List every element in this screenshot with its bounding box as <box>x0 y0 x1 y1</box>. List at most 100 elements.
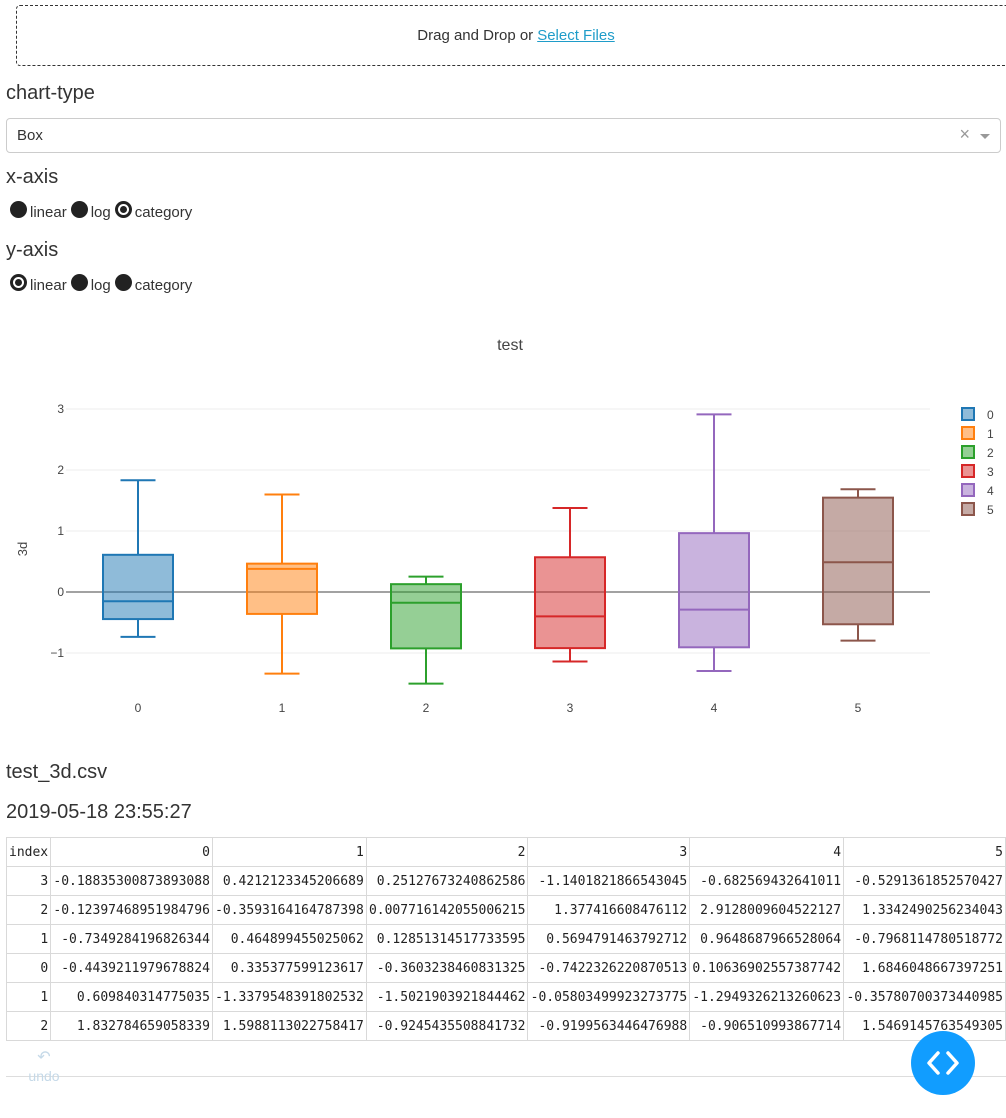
table-cell[interactable]: -0.05803499923273775 <box>527 982 691 1012</box>
radio-button-icon[interactable] <box>114 274 132 291</box>
box-iqr <box>390 583 462 650</box>
table-cell[interactable]: 0.464899455025062 <box>211 924 367 954</box>
table-cell[interactable]: 1 <box>5 924 52 954</box>
table-cell[interactable]: -0.7968114780518772 <box>843 924 1006 954</box>
table-row: 2 1.832784659058339 1.5988113022758417 -0.9… <box>5 1011 1006 1041</box>
table-cell[interactable]: -0.35780700373440985 <box>843 982 1006 1012</box>
radio-button-selected-icon[interactable] <box>10 274 27 291</box>
table-cell[interactable]: -0.682569432641011 <box>689 866 845 896</box>
table-cell[interactable]: -0.7422326220870513 <box>527 953 691 983</box>
column-header[interactable]: 2 <box>365 837 529 867</box>
chart-type-label: chart-type <box>6 82 95 104</box>
devtools-toggle-button[interactable] <box>911 1031 975 1095</box>
chart-title: test <box>497 337 523 354</box>
table-cell[interactable]: -1.2949326213260623 <box>689 982 845 1012</box>
y-axis-radio-category[interactable]: category <box>114 274 192 294</box>
table-cell[interactable]: 1.6846048667397251 <box>843 953 1006 983</box>
undo-button[interactable]: ↶ undo <box>26 1048 62 1084</box>
box-iqr <box>822 496 894 626</box>
table-cell[interactable]: -1.3379548391802532 <box>211 982 367 1012</box>
table-cell[interactable]: 0.25127673240862586 <box>365 866 529 896</box>
legend-item-5[interactable]: 5 <box>961 502 994 517</box>
legend-item-1[interactable]: 1 <box>961 426 994 441</box>
box-series-4 <box>678 413 750 672</box>
radio-button-icon[interactable] <box>70 274 88 291</box>
file-upload-dropzone[interactable]: Drag and Drop or Select Files <box>16 5 1006 66</box>
x-axis-label: x-axis <box>6 166 59 188</box>
table-cell[interactable]: -0.3603238460831325 <box>365 953 529 983</box>
table-cell[interactable]: 0.12851314517733595 <box>365 924 529 954</box>
box-series-5 <box>822 488 894 642</box>
clear-icon[interactable]: × <box>959 124 970 144</box>
column-header[interactable]: 0 <box>50 837 213 867</box>
legend-item-0[interactable]: 0 <box>961 407 994 422</box>
table-cell[interactable]: 0.335377599123617 <box>211 953 367 983</box>
table-cell[interactable]: -0.18835300873893088 <box>50 866 213 896</box>
chart-type-dropdown[interactable]: Box × <box>6 118 1001 153</box>
table-cell[interactable]: 0.609840314775035 <box>50 982 213 1012</box>
table-cell[interactable]: -0.12397468951984796 <box>50 895 213 925</box>
select-files-link[interactable]: Select Files <box>537 27 615 44</box>
csv-filename: test_3d.csv <box>6 761 108 783</box>
legend-item-4[interactable]: 4 <box>961 483 994 498</box>
table-cell[interactable]: 0.4212123345206689 <box>211 866 367 896</box>
data-table: index 0 1 2 3 4 5 3 -0.18835300873893088 0… <box>5 837 1006 1041</box>
legend-swatch <box>961 483 975 497</box>
y-axis-radio-linear[interactable]: linear <box>10 274 67 294</box>
table-header-row: index 0 1 2 3 4 5 <box>5 837 1006 867</box>
box-series-3 <box>534 506 606 663</box>
table-cell[interactable]: -0.3593164164787398 <box>211 895 367 925</box>
table-cell[interactable]: -0.9199563446476988 <box>527 1011 691 1041</box>
chart-type-value: Box <box>17 127 43 144</box>
table-cell[interactable]: -0.9245435508841732 <box>365 1011 529 1041</box>
table-cell[interactable]: 2.9128009604522127 <box>689 895 845 925</box>
table-cell[interactable]: 1.5469145763549305 <box>843 1011 1006 1041</box>
radio-button-icon[interactable] <box>10 201 27 218</box>
table-cell[interactable]: -0.5291361852570427 <box>843 866 1006 896</box>
legend-item-3[interactable]: 3 <box>961 464 994 479</box>
table-cell[interactable]: -0.7349284196826344 <box>50 924 213 954</box>
table-cell[interactable]: 0 <box>5 953 52 983</box>
y-axis-radio-log[interactable]: log <box>70 274 111 294</box>
chevron-down-icon[interactable] <box>980 134 990 139</box>
box-iqr <box>102 553 174 621</box>
x-axis-radio-category[interactable]: category <box>114 201 192 221</box>
table-cell[interactable]: 2 <box>5 1011 52 1041</box>
legend-item-2[interactable]: 2 <box>961 445 994 460</box>
table-row: 2 -0.12397468951984796 -0.3593164164787398… <box>5 895 1006 925</box>
x-axis-radio-linear[interactable]: linear <box>10 201 67 221</box>
table-cell[interactable]: 0.007716142055006215 <box>365 895 529 925</box>
table-cell[interactable]: 3 <box>5 866 52 896</box>
box-plot-chart[interactable]: test 3d 3 2 1 0 −1 0 1 2 3 4 5 0 1 2 3 4 5 <box>0 320 1006 740</box>
table-cell[interactable]: 1.832784659058339 <box>50 1011 213 1041</box>
x-tick-label: 2 <box>423 701 430 715</box>
table-cell[interactable]: 2 <box>5 895 52 925</box>
undo-icon: ↶ <box>37 1049 51 1066</box>
table-cell[interactable]: 0.10636902557387742 <box>689 953 845 983</box>
radio-button-icon[interactable] <box>70 201 88 218</box>
x-tick-label: 3 <box>567 701 574 715</box>
box-iqr <box>678 532 750 649</box>
table-cell[interactable]: 1 <box>5 982 52 1012</box>
column-header[interactable]: 5 <box>843 837 1006 867</box>
y-tick-label: 2 <box>57 463 64 477</box>
table-cell[interactable]: -0.906510993867714 <box>689 1011 845 1041</box>
legend-label: 2 <box>987 446 994 460</box>
column-header[interactable]: 1 <box>211 837 367 867</box>
table-cell[interactable]: 1.3342490256234043 <box>843 895 1006 925</box>
column-header[interactable]: 3 <box>527 837 691 867</box>
radio-button-selected-icon[interactable] <box>114 201 132 218</box>
table-cell[interactable]: -0.4439211979678824 <box>50 953 213 983</box>
table-cell[interactable]: 1.377416608476112 <box>527 895 691 925</box>
table-cell[interactable]: -1.5021903921844462 <box>365 982 529 1012</box>
divider <box>6 1076 1006 1077</box>
x-axis-radio-group: linear log category <box>10 201 196 221</box>
table-cell[interactable]: -1.1401821866543045 <box>527 866 691 896</box>
table-cell[interactable]: 0.5694791463792712 <box>527 924 691 954</box>
column-header[interactable]: 4 <box>689 837 845 867</box>
table-cell[interactable]: 1.5988113022758417 <box>211 1011 367 1041</box>
y-axis-label: y-axis <box>6 239 59 261</box>
column-header[interactable]: index <box>5 837 52 867</box>
x-axis-radio-log[interactable]: log <box>70 201 111 221</box>
table-cell[interactable]: 0.9648687966528064 <box>689 924 845 954</box>
